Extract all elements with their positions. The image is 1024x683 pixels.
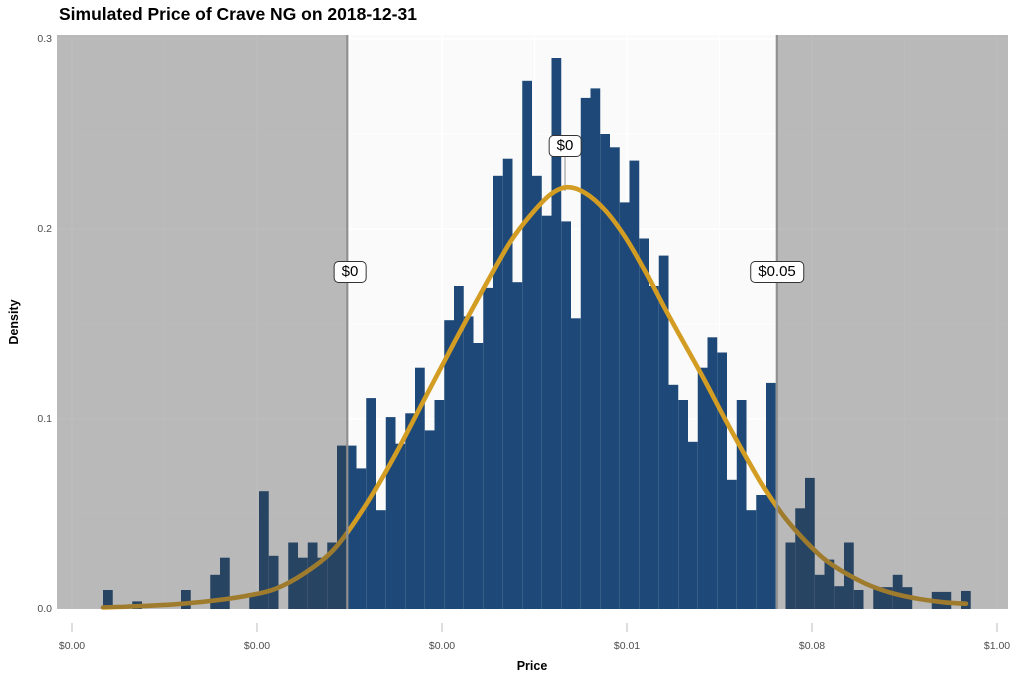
histogram-bar	[502, 158, 513, 609]
histogram-bar	[532, 175, 542, 610]
histogram-bar	[493, 175, 503, 610]
histogram-bar	[317, 557, 328, 609]
histogram-bar	[541, 215, 552, 609]
histogram-bar	[795, 508, 805, 609]
histogram-bar	[736, 400, 747, 609]
histogram-bar	[697, 367, 708, 609]
histogram-bar	[385, 417, 396, 609]
annotation-label: $0	[333, 261, 367, 283]
histogram-bar	[405, 413, 415, 609]
histogram-bar	[181, 590, 191, 609]
histogram-bar	[600, 134, 610, 609]
histogram-bar	[103, 590, 113, 609]
histogram-bar	[834, 586, 844, 609]
histogram-bar	[288, 542, 298, 609]
histogram-bar	[649, 286, 659, 609]
histogram-bar	[727, 479, 737, 609]
y-tick-label: 0.2	[37, 223, 52, 235]
x-tick-label: $0.01	[613, 640, 641, 652]
histogram-bar	[551, 58, 562, 609]
histogram-bar	[220, 557, 230, 609]
histogram-bar	[210, 574, 220, 609]
histogram-bar	[746, 510, 757, 609]
histogram-bar	[639, 238, 649, 609]
histogram-bar	[463, 316, 474, 609]
y-tick-label: 0.1	[37, 413, 52, 425]
x-tick-label: $0.08	[798, 640, 826, 652]
histogram-bar	[717, 352, 727, 609]
histogram-bar	[629, 160, 640, 609]
y-tick-label: 0.3	[37, 33, 52, 45]
histogram-bar	[961, 590, 971, 609]
histogram-bar	[268, 555, 279, 609]
chart-title: Simulated Price of Crave NG on 2018-12-3…	[59, 4, 417, 24]
histogram-bar	[395, 443, 406, 609]
histogram-bar	[678, 400, 688, 609]
x-tick-label: $1.00	[983, 640, 1011, 652]
y-axis-title: Density	[7, 299, 21, 345]
histogram-bar	[307, 542, 318, 609]
histogram-bar	[376, 510, 386, 609]
histogram-bar	[610, 147, 620, 610]
histogram-bar	[668, 384, 679, 609]
histogram-bar	[512, 282, 523, 609]
histogram-bar	[483, 287, 493, 609]
histogram-bar	[434, 400, 445, 609]
histogram-bar	[415, 367, 425, 609]
x-tick-label: $0.00	[243, 640, 271, 652]
histogram-bar	[473, 343, 484, 609]
histogram-bar	[366, 398, 376, 609]
histogram-bar	[824, 559, 835, 609]
histogram-bar	[337, 445, 347, 609]
y-tick-label: 0.0	[37, 603, 52, 615]
histogram-bar	[590, 88, 601, 609]
x-tick-label: $0.00	[428, 640, 456, 652]
histogram-bar	[580, 97, 591, 610]
histogram-bar	[785, 542, 796, 609]
histogram-bar	[756, 495, 766, 609]
histogram-bar	[356, 468, 367, 609]
histogram-bar	[522, 80, 532, 610]
histogram-bar	[883, 587, 893, 609]
shaded-region	[57, 35, 348, 609]
histogram-bar	[424, 430, 435, 609]
annotation-label: $0	[548, 135, 582, 157]
histogram-bar	[249, 593, 259, 609]
histogram-bar	[444, 320, 454, 609]
histogram-bar	[327, 542, 337, 609]
histogram-bar	[688, 441, 698, 609]
histogram-bar	[259, 491, 269, 609]
histogram-bar	[707, 337, 718, 609]
histogram-bar	[454, 286, 464, 609]
x-axis-title: Price	[516, 659, 548, 673]
histogram-bar	[571, 318, 581, 609]
density-curve	[100, 184, 969, 610]
annotation-label: $0.05	[750, 261, 804, 283]
histogram-bar	[814, 574, 825, 609]
histogram-bar	[892, 574, 903, 609]
histogram-bar	[561, 221, 571, 609]
histogram-bar	[873, 587, 883, 609]
histogram-bar	[619, 202, 630, 609]
shaded-region	[776, 35, 1008, 609]
histogram-bar	[298, 557, 308, 609]
histogram-bar	[658, 255, 669, 609]
x-tick-label: $0.00	[58, 640, 86, 652]
histogram-bar	[853, 590, 864, 609]
